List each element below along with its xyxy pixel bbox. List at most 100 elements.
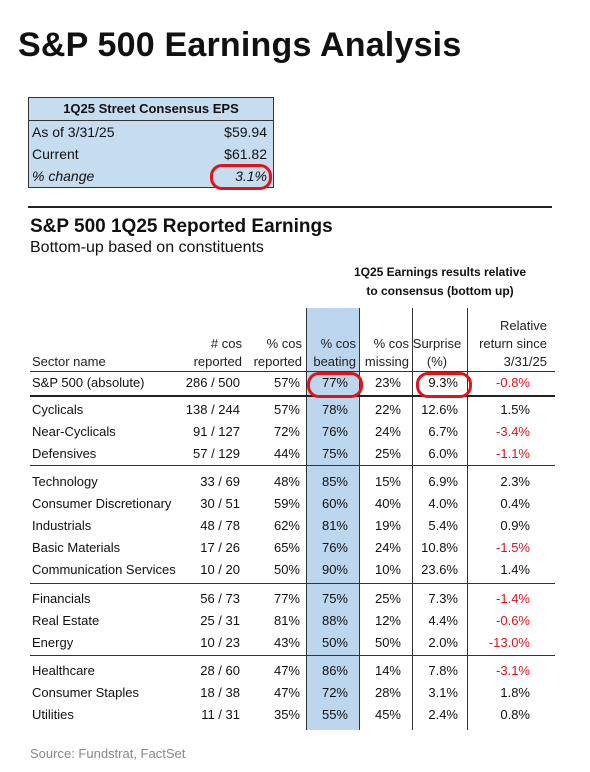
cell-relative: -0.8% — [496, 375, 530, 390]
cell-relative: -1.5% — [496, 540, 530, 555]
cell-pct-reported: 72% — [273, 424, 300, 439]
cell-pct-beating: 60% — [321, 496, 348, 511]
cell-surprise: 6.7% — [428, 424, 458, 439]
cell-pct-missing: 23% — [374, 375, 401, 390]
cell-reported: 138 / 244 — [185, 402, 240, 417]
cell-reported: 48 / 78 — [200, 518, 240, 533]
cell-pct-missing: 24% — [374, 540, 401, 555]
cell-reported: 33 / 69 — [200, 474, 240, 489]
cell-pct-beating: 76% — [321, 540, 348, 555]
col-header-pct-missing: % cos missing — [364, 336, 409, 369]
change-highlight-circle — [210, 164, 272, 190]
cell-pct-missing: 19% — [374, 518, 401, 533]
header-rule — [30, 371, 555, 372]
cell-surprise: 6.9% — [428, 474, 458, 489]
cell-pct-reported: 77% — [273, 591, 300, 606]
cell-pct-missing: 40% — [374, 496, 401, 511]
beating-highlight-circle — [307, 372, 363, 398]
cell-pct-reported: 57% — [273, 375, 300, 390]
column-divider — [306, 308, 307, 730]
table-row: Energy 10 / 23 43% 50% 50% 2.0% -13.0% — [30, 632, 555, 654]
cell-reported: 25 / 31 — [200, 613, 240, 628]
consensus-header: 1Q25 Street Consensus EPS — [29, 98, 273, 121]
cell-reported: 18 / 38 — [200, 685, 240, 700]
cell-relative: 1.4% — [500, 562, 530, 577]
cell-pct-reported: 47% — [273, 685, 300, 700]
group-divider — [30, 655, 555, 656]
cell-pct-reported: 35% — [273, 707, 300, 722]
cell-relative: -1.1% — [496, 446, 530, 461]
sector-name: Near-Cyclicals — [32, 424, 116, 439]
cell-pct-missing: 45% — [374, 707, 401, 722]
cell-pct-reported: 43% — [273, 635, 300, 650]
column-divider — [359, 308, 360, 730]
cell-pct-reported: 65% — [273, 540, 300, 555]
cell-relative: 2.3% — [500, 474, 530, 489]
cell-pct-beating: 86% — [321, 663, 348, 678]
cell-reported: 30 / 51 — [200, 496, 240, 511]
cell-reported: 10 / 23 — [200, 635, 240, 650]
cell-surprise: 23.6% — [421, 562, 458, 577]
group-header-line: to consensus (bottom up) — [366, 284, 514, 298]
sector-name: Energy — [32, 635, 74, 650]
cell-reported: 286 / 500 — [185, 375, 240, 390]
cell-reported: 28 / 60 — [200, 663, 240, 678]
sector-name: Basic Materials — [32, 540, 121, 555]
group-divider — [30, 465, 555, 466]
surprise-highlight-circle — [416, 372, 472, 398]
cell-pct-missing: 28% — [374, 685, 401, 700]
col-header-reported: # cos reported — [193, 336, 242, 369]
cell-pct-missing: 25% — [374, 446, 401, 461]
cell-pct-beating: 50% — [321, 635, 348, 650]
cell-surprise: 4.4% — [428, 613, 458, 628]
cell-pct-beating: 78% — [321, 402, 348, 417]
col-header-pct-beating: % cos beating — [313, 336, 356, 369]
table-row: Defensives 57 / 129 44% 75% 25% 6.0% -1.1% — [30, 443, 555, 465]
group-divider — [30, 395, 555, 397]
cell-relative: -3.4% — [496, 424, 530, 439]
cell-surprise: 7.8% — [428, 663, 458, 678]
cell-pct-beating: 88% — [321, 613, 348, 628]
col-header-sector: Sector name — [32, 354, 106, 369]
cell-relative: -0.6% — [496, 613, 530, 628]
table-row: Financials 56 / 73 77% 75% 25% 7.3% -1.4% — [30, 588, 555, 610]
cell-pct-missing: 24% — [374, 424, 401, 439]
consensus-value: $59.94 — [224, 124, 267, 140]
cell-pct-missing: 14% — [374, 663, 401, 678]
sector-name: Communication Services — [32, 562, 176, 577]
col-header-pct-reported: % cos reported — [253, 336, 302, 369]
section-divider — [28, 206, 552, 208]
section-title: S&P 500 1Q25 Reported Earnings — [30, 216, 333, 237]
consensus-value: $61.82 — [224, 146, 267, 162]
sector-name: Real Estate — [32, 613, 100, 628]
cell-pct-beating: 81% — [321, 518, 348, 533]
cell-pct-missing: 50% — [374, 635, 401, 650]
table-row: Healthcare 28 / 60 47% 86% 14% 7.8% -3.1% — [30, 660, 555, 682]
cell-relative: 0.8% — [500, 707, 530, 722]
cell-pct-missing: 25% — [374, 591, 401, 606]
sector-name: Industrials — [32, 518, 92, 533]
cell-surprise: 3.1% — [428, 685, 458, 700]
column-divider — [467, 308, 468, 730]
cell-reported: 17 / 26 — [200, 540, 240, 555]
sector-name: Healthcare — [32, 663, 95, 678]
sector-name: Consumer Staples — [32, 685, 139, 700]
cell-relative: 1.8% — [500, 685, 530, 700]
table-row: S&P 500 (absolute) 286 / 500 57% 77% 23% 9.3%… — [30, 372, 555, 394]
cell-surprise: 4.0% — [428, 496, 458, 511]
sector-name: Consumer Discretionary — [32, 496, 172, 511]
consensus-eps-box: 1Q25 Street Consensus EPS As of 3/31/25 … — [28, 97, 274, 188]
cell-pct-reported: 57% — [273, 402, 300, 417]
cell-pct-missing: 15% — [374, 474, 401, 489]
cell-reported: 57 / 129 — [193, 446, 240, 461]
table-row: Technology 33 / 69 48% 85% 15% 6.9% 2.3% — [30, 471, 555, 493]
cell-relative: 0.4% — [500, 496, 530, 511]
cell-pct-reported: 47% — [273, 663, 300, 678]
cell-surprise: 2.0% — [428, 635, 458, 650]
cell-relative: 1.5% — [500, 402, 530, 417]
group-header-line: 1Q25 Earnings results relative — [353, 265, 527, 279]
cell-pct-beating: 90% — [321, 562, 348, 577]
col-header-surprise: Surprise (%) — [412, 336, 462, 369]
cell-pct-missing: 10% — [374, 562, 401, 577]
cell-pct-beating: 77% — [321, 375, 348, 390]
